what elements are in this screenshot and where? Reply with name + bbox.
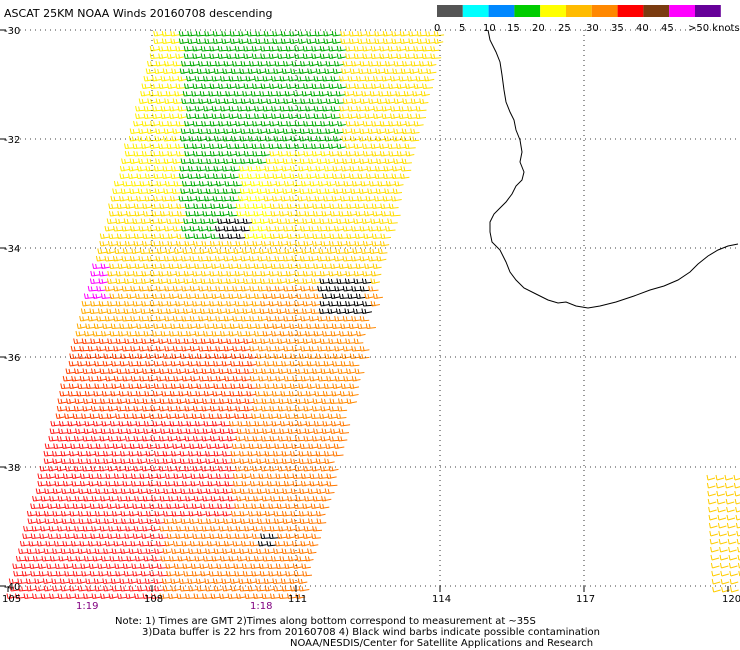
wind-barbs <box>6 30 740 599</box>
lon-label: 108 <box>144 594 163 605</box>
legend-swatch <box>695 5 721 17</box>
lat-label: -38 <box>4 463 20 474</box>
legend-label: 40 <box>636 23 649 34</box>
legend-swatch <box>462 5 489 17</box>
lat-label: -32 <box>4 135 20 146</box>
legend-label: 35 <box>611 23 624 34</box>
lat-labels: -30 -32 -34 -36 -38 -40 <box>4 26 20 593</box>
lon-labels: 105 108 111 114 117 120 <box>2 594 740 605</box>
map-title: ASCAT 25KM NOAA Winds 20160708 descendin… <box>4 7 272 20</box>
legend-label: 15 <box>507 23 520 34</box>
legend-label: 45 <box>661 23 674 34</box>
lat-label: -30 <box>4 26 20 37</box>
lat-lon-grid <box>0 29 740 592</box>
lat-label: -34 <box>4 244 20 255</box>
legend-swatch <box>566 5 592 17</box>
lat-label: -40 <box>4 582 20 593</box>
legend-label: 30 <box>586 23 599 34</box>
legend-label: 5 <box>459 23 465 34</box>
legend-label: 20 <box>532 23 545 34</box>
legend-swatch <box>488 5 515 17</box>
legend-label: >50 knots <box>688 23 740 34</box>
legend-swatch <box>591 5 618 17</box>
note-line-1: Note: 1) Times are GMT 2)Times along bot… <box>115 616 536 627</box>
legend-swatch <box>437 5 463 17</box>
lon-label: 120 <box>722 594 740 605</box>
lon-label: 117 <box>576 594 595 605</box>
legend-swatch <box>514 5 541 17</box>
lon-label: 111 <box>288 594 307 605</box>
legend-label: 0 <box>434 23 440 34</box>
pass-time: 1:18 <box>250 601 272 612</box>
legend-swatch <box>669 5 695 17</box>
pass-time: 1:19 <box>76 601 98 612</box>
legend-label: 10 <box>483 23 496 34</box>
australia-coastline <box>487 29 739 309</box>
note-line-3: NOAA/NESDIS/Center for Satellite Applica… <box>290 638 593 649</box>
legend-swatch <box>643 5 670 17</box>
legend-swatch <box>540 5 566 17</box>
note-line-2: 3)Data buffer is 22 hrs from 20160708 4)… <box>142 627 600 638</box>
lon-label: 105 <box>2 594 21 605</box>
legend-label: 25 <box>558 23 571 34</box>
lat-label: -36 <box>4 353 20 364</box>
speed-legend: 0 5 10 15 20 25 30 35 40 45 >50 knots <box>434 5 740 34</box>
legend-swatch <box>617 5 644 17</box>
lon-label: 114 <box>432 594 451 605</box>
